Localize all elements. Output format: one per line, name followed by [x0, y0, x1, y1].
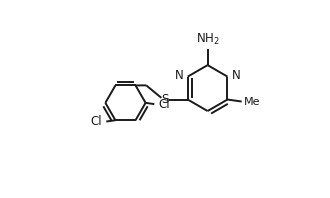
Text: Cl: Cl: [158, 98, 170, 111]
Text: Me: Me: [244, 97, 260, 107]
Text: S: S: [161, 93, 169, 106]
Text: Cl: Cl: [90, 115, 102, 129]
Text: NH$_2$: NH$_2$: [196, 32, 219, 47]
Text: N: N: [231, 69, 240, 82]
Text: N: N: [175, 69, 184, 82]
